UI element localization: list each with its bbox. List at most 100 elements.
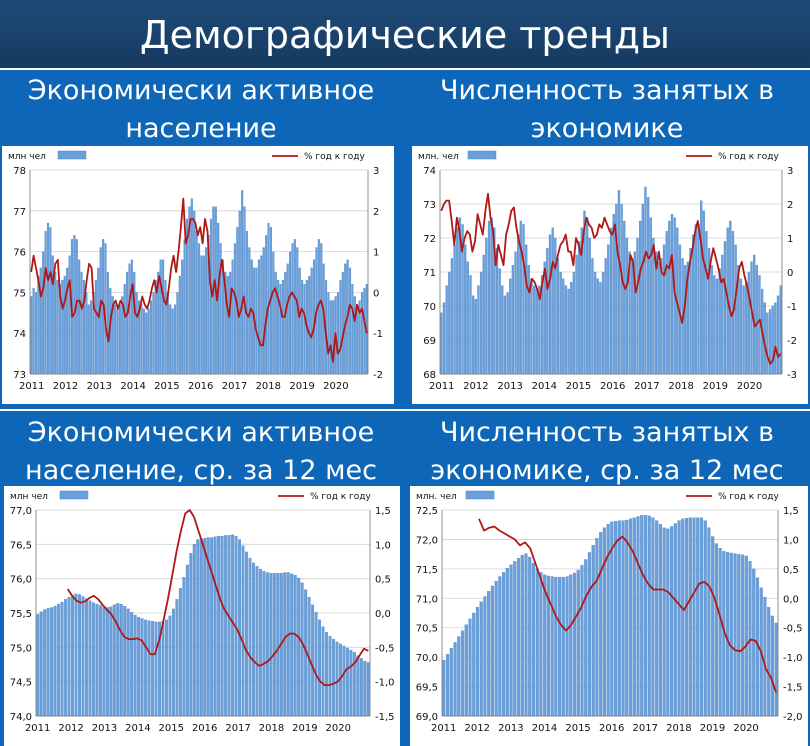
bar <box>505 568 509 717</box>
bar <box>739 278 743 375</box>
bar <box>331 638 335 717</box>
bar <box>359 658 363 717</box>
y-right-tick-label: -1,5 <box>375 712 395 723</box>
y-right-tick-label: 1,0 <box>375 540 391 551</box>
bar <box>620 203 623 375</box>
y-left-tick-label: 77,0 <box>10 506 32 517</box>
x-tick-label: 2013 <box>92 723 117 734</box>
series-line <box>66 509 369 687</box>
x-tick-label: 2019 <box>703 381 728 392</box>
y-right-tick-label: 1,0 <box>783 535 799 546</box>
bar <box>641 203 644 375</box>
chart-1-title: Экономически активное население <box>0 72 402 148</box>
bar <box>464 624 468 717</box>
separator <box>0 68 810 70</box>
bar <box>61 280 64 375</box>
bar <box>349 649 353 717</box>
bar <box>576 569 580 717</box>
bar <box>197 243 201 375</box>
y-left-tick-label: 70,5 <box>416 624 438 635</box>
bar <box>737 553 741 717</box>
bar <box>509 564 513 717</box>
bar <box>220 535 224 717</box>
bar <box>771 305 774 375</box>
x-tick-label: 2012 <box>53 381 78 392</box>
chart-1-title-line-2: население <box>125 113 277 144</box>
bar <box>617 190 621 375</box>
bar <box>43 609 47 717</box>
bar <box>87 304 90 375</box>
bar <box>164 280 167 375</box>
bar <box>202 255 205 375</box>
x-tick-label: 2018 <box>256 381 281 392</box>
bar <box>36 614 40 717</box>
y-right-tick-label: -0,5 <box>375 643 395 654</box>
bar <box>32 288 35 375</box>
bar <box>119 603 123 717</box>
y-left-tick-label: 75,0 <box>10 643 32 654</box>
bar <box>60 601 64 717</box>
bar <box>721 254 724 375</box>
chart-2-title-line-2: экономике <box>530 113 684 144</box>
x-tick-label: 2013 <box>87 381 112 392</box>
bar <box>251 562 255 717</box>
y-left-tick-label: 72 <box>423 234 436 245</box>
bar <box>30 296 33 375</box>
bar <box>56 280 59 375</box>
bar <box>189 553 193 717</box>
legend-bar-swatch <box>57 150 87 160</box>
bar <box>243 206 246 375</box>
bar <box>161 259 165 375</box>
x-tick-label: 2015 <box>159 723 184 734</box>
x-tick-label: 2017 <box>633 723 658 734</box>
bar <box>666 528 670 717</box>
bar <box>587 552 592 717</box>
bar <box>248 557 252 717</box>
bar <box>229 271 232 375</box>
bar <box>713 275 716 375</box>
bar <box>442 659 446 717</box>
bar <box>262 570 266 717</box>
bar <box>265 235 268 375</box>
x-tick-label: 2015 <box>566 381 591 392</box>
legend-unit-label: млн чел <box>10 492 48 502</box>
bar <box>339 280 342 375</box>
bar <box>328 636 332 717</box>
x-tick-label: 2019 <box>289 381 314 392</box>
bar <box>78 594 81 717</box>
bar <box>269 573 273 717</box>
bar <box>475 606 480 717</box>
bar <box>588 237 591 375</box>
y-right-tick-label: -1,5 <box>783 683 803 694</box>
bar <box>469 275 472 375</box>
bar <box>748 561 752 717</box>
chart-4-title-line-2: экономике, ср. за 12 мес <box>430 455 784 486</box>
bar <box>539 572 543 717</box>
bar <box>39 611 43 717</box>
bar <box>569 574 573 717</box>
bar <box>572 572 577 717</box>
bar <box>57 603 61 717</box>
bar <box>310 267 313 375</box>
bar <box>543 574 547 717</box>
bar <box>662 527 666 717</box>
bar <box>325 632 328 717</box>
y-right-tick-label: -2 <box>373 370 383 381</box>
bar <box>718 548 722 717</box>
bar <box>535 288 538 375</box>
bar <box>472 612 476 717</box>
bar <box>662 244 666 375</box>
bar <box>54 271 57 375</box>
bar <box>46 608 50 717</box>
bar <box>226 275 229 375</box>
bar <box>591 545 595 717</box>
x-tick-label: 2013 <box>498 723 523 734</box>
bar <box>570 282 573 375</box>
bar <box>342 645 346 717</box>
bar <box>670 214 674 375</box>
bar <box>91 602 95 717</box>
bar <box>181 259 184 375</box>
bar <box>255 267 258 375</box>
bar <box>643 515 648 717</box>
bar <box>604 258 607 375</box>
